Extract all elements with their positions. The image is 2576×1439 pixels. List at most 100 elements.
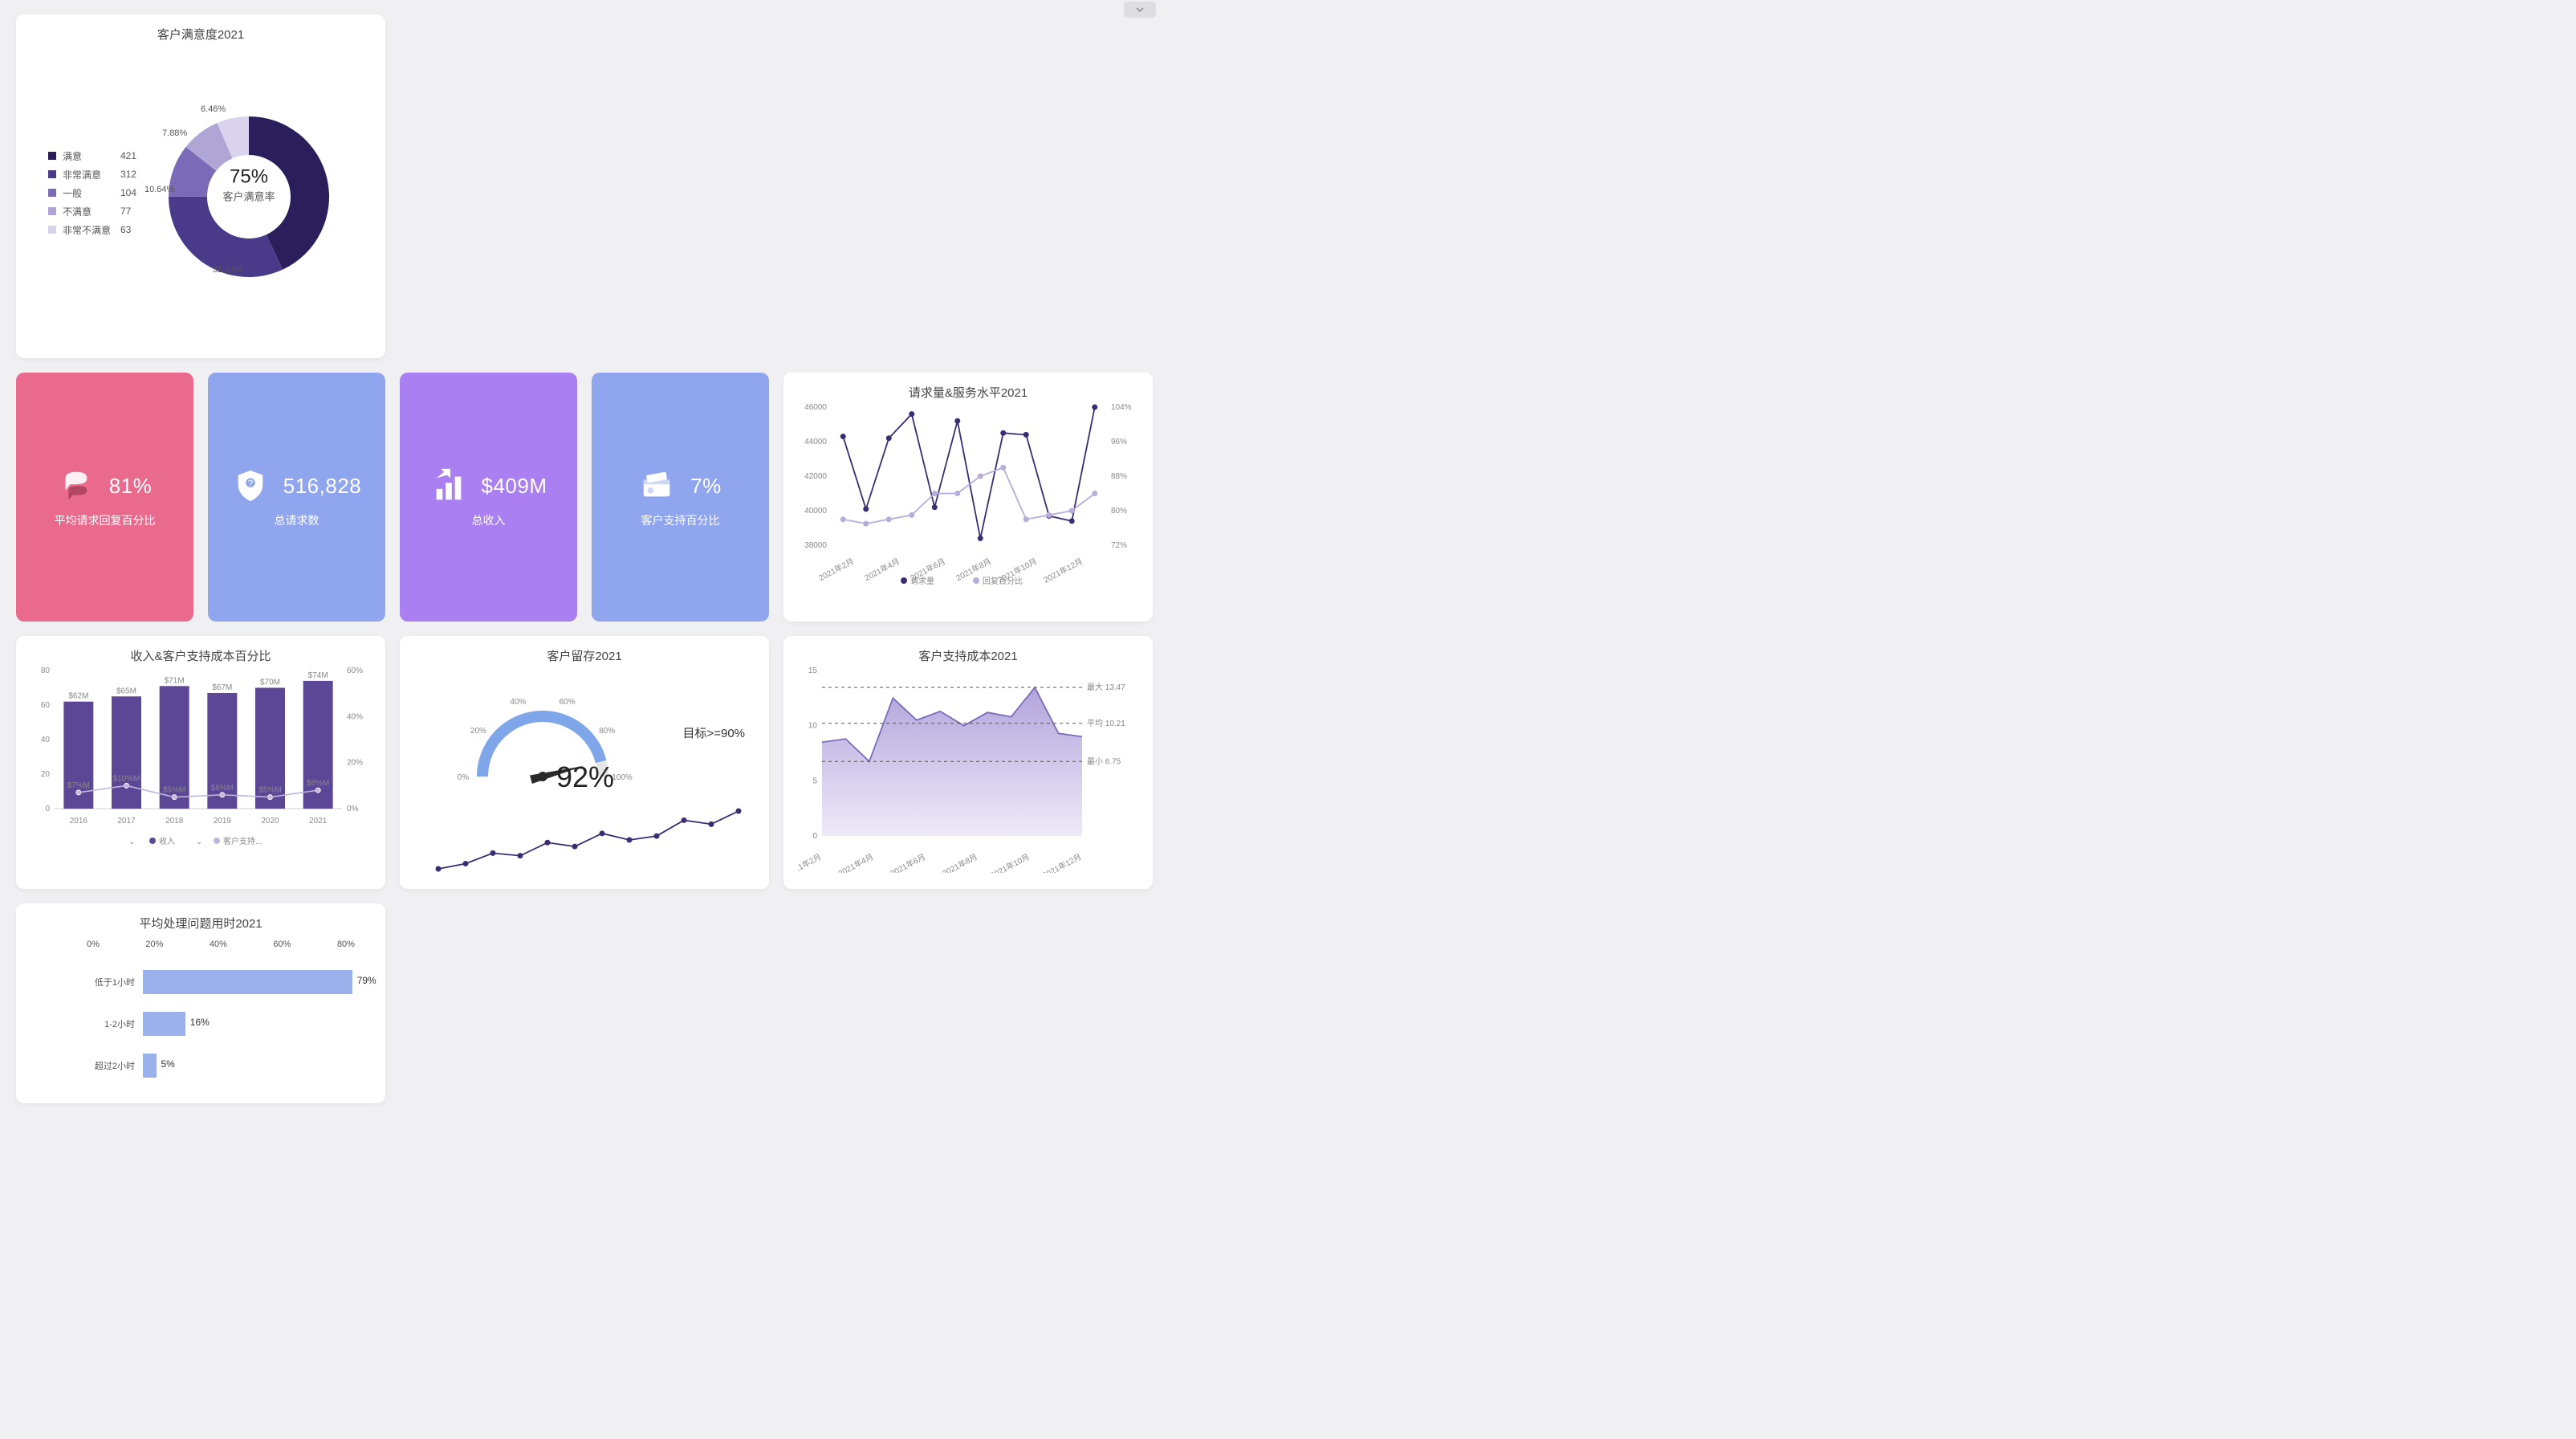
donut-chart[interactable]: 75% 客户满意率 31.93%10.64%7.88%6.46%: [144, 80, 353, 289]
svg-text:2017: 2017: [117, 817, 136, 825]
kpi-label: 总收入: [472, 512, 506, 528]
svg-text:20%: 20%: [470, 727, 486, 736]
card-support-cost: 客户支持成本2021 051015最大 13.47平均 10.21最小 6.75…: [783, 636, 1153, 889]
kpi-total-revenue[interactable]: $409M 总收入: [400, 373, 577, 622]
svg-text:2021年12月: 2021年12月: [1040, 851, 1083, 873]
svg-text:40%: 40%: [510, 698, 526, 707]
svg-text:2021年10月: 2021年10月: [988, 851, 1031, 873]
svg-text:2021年2月: 2021年2月: [798, 851, 823, 873]
svg-text:⌄: ⌄: [128, 838, 135, 846]
svg-text:80: 80: [41, 667, 51, 675]
svg-text:40%: 40%: [347, 712, 363, 721]
chart-title: 请求量&服务水平2021: [798, 384, 1138, 401]
svg-text:$62M: $62M: [68, 692, 88, 701]
svg-text:最大 13.47: 最大 13.47: [1087, 682, 1125, 692]
chart-title: 平均处理问题用时2021: [31, 915, 371, 931]
svg-text:?: ?: [248, 479, 253, 489]
donut-center-label: 客户满意率: [223, 189, 275, 204]
kpi-total-requests[interactable]: ? 516,828 总请求数: [208, 373, 385, 622]
svg-text:收入: 收入: [159, 836, 175, 846]
svg-text:38000: 38000: [804, 541, 827, 550]
kpi-value: 81%: [109, 474, 153, 499]
svg-text:40: 40: [41, 736, 51, 744]
svg-text:20%: 20%: [347, 759, 363, 768]
svg-text:$7%M: $7%M: [67, 781, 90, 790]
requests-chart[interactable]: 38000 40000 42000 44000 46000 72% 80% 88% 96% 104…: [798, 401, 1138, 585]
svg-text:2021年4月: 2021年4月: [863, 556, 901, 583]
svg-text:20: 20: [41, 770, 51, 779]
svg-text:0%: 0%: [347, 805, 359, 813]
svg-text:46000: 46000: [804, 403, 827, 412]
svg-text:2016: 2016: [70, 817, 88, 825]
svg-text:88%: 88%: [1111, 472, 1127, 481]
svg-text:客户支持...: 客户支持...: [223, 836, 262, 846]
svg-text:$8%M: $8%M: [307, 779, 329, 788]
svg-text:2021年12月: 2021年12月: [1042, 556, 1085, 585]
chart-up-icon: [430, 467, 467, 504]
retention-sparkline[interactable]: [414, 805, 755, 877]
gauge-target: 目标>=90%: [682, 724, 745, 741]
kpi-label: 总请求数: [275, 512, 319, 528]
card-revenue: 收入&客户支持成本百分比 0204060800%20%40%60%$62M201…: [16, 636, 385, 889]
svg-text:104%: 104%: [1111, 403, 1132, 412]
kpi-value: $409M: [482, 474, 547, 499]
kpi-value: 7%: [690, 474, 722, 499]
svg-text:$70M: $70M: [260, 679, 280, 687]
svg-text:2021年6月: 2021年6月: [889, 851, 927, 873]
svg-text:$65M: $65M: [116, 687, 136, 695]
chat-icon: [58, 467, 95, 504]
svg-text:$5%M: $5%M: [163, 786, 185, 795]
handling-time-chart[interactable]: 0%20%40%60%80% 低于1小时79%1-2小时16%超过2小时5%: [31, 931, 371, 1078]
svg-text:平均 10.21: 平均 10.21: [1087, 719, 1125, 728]
svg-text:$74M: $74M: [308, 671, 328, 680]
svg-text:$5%M: $5%M: [258, 786, 281, 795]
svg-text:2019: 2019: [214, 817, 232, 825]
svg-text:$67M: $67M: [212, 683, 232, 692]
revenue-chart[interactable]: 0204060800%20%40%60%$62M2016$65M2017$71M…: [31, 664, 371, 849]
svg-text:10: 10: [808, 722, 818, 731]
card-retention: 客户留存2021 0% 20% 40% 60% 80% 100% 92% 目标>=90%: [400, 636, 769, 889]
svg-text:0: 0: [812, 832, 817, 841]
svg-text:96%: 96%: [1111, 438, 1127, 446]
chart-title: 客户支持成本2021: [798, 647, 1138, 664]
chart-title: 客户留存2021: [414, 647, 755, 664]
svg-text:72%: 72%: [1111, 541, 1127, 550]
svg-text:2021: 2021: [309, 817, 328, 825]
card-satisfaction: 客户满意度2021 满意421非常满意312一般104不满意77非常不满意63 …: [16, 14, 385, 358]
svg-text:60%: 60%: [347, 667, 363, 675]
svg-text:2021年4月: 2021年4月: [836, 851, 875, 873]
card-requests: 请求量&服务水平2021 38000 40000 42000 44000 46000 72…: [783, 373, 1153, 622]
svg-text:2020: 2020: [261, 817, 279, 825]
svg-text:$6%M: $6%M: [211, 784, 234, 793]
svg-text:42000: 42000: [804, 472, 827, 481]
svg-text:⌄: ⌄: [196, 838, 202, 846]
svg-text:44000: 44000: [804, 438, 827, 446]
svg-text:100%: 100%: [612, 773, 633, 782]
support-cost-chart[interactable]: 051015最大 13.47平均 10.21最小 6.752021年2月2021…: [798, 664, 1138, 873]
kpi-label: 客户支持百分比: [641, 512, 720, 528]
satisfaction-legend: 满意421非常满意312一般104不满意77非常不满意63: [48, 145, 136, 242]
chart-title: 客户满意度2021: [31, 26, 371, 43]
svg-text:15: 15: [808, 667, 818, 675]
svg-text:2018: 2018: [165, 817, 184, 825]
svg-text:80%: 80%: [599, 727, 615, 736]
kpi-value: 516,828: [283, 474, 361, 499]
svg-text:回复百分比: 回复百分比: [983, 576, 1023, 585]
donut-center-value: 75%: [223, 166, 275, 189]
svg-text:80%: 80%: [1111, 507, 1127, 516]
gauge-value: 92%: [556, 760, 614, 794]
kpi-support-pct[interactable]: 7% 客户支持百分比: [592, 373, 769, 622]
axis-x: 0%20%40%60%80%: [87, 940, 355, 952]
svg-text:0%: 0%: [458, 773, 470, 782]
svg-text:最小 6.75: 最小 6.75: [1087, 756, 1121, 766]
kpi-avg-reply-pct[interactable]: 81% 平均请求回复百分比: [16, 373, 193, 622]
svg-text:2021年8月: 2021年8月: [940, 851, 979, 873]
card-handling-time: 平均处理问题用时2021 0%20%40%60%80% 低于1小时79%1-2小…: [16, 903, 385, 1103]
svg-text:60: 60: [41, 701, 51, 710]
svg-text:60%: 60%: [560, 698, 576, 707]
wallet-icon: [639, 467, 676, 504]
svg-text:请求量: 请求量: [910, 576, 934, 585]
collapse-toggle[interactable]: [1124, 2, 1156, 18]
svg-text:2021年2月: 2021年2月: [817, 556, 856, 583]
svg-text:40000: 40000: [804, 507, 827, 516]
